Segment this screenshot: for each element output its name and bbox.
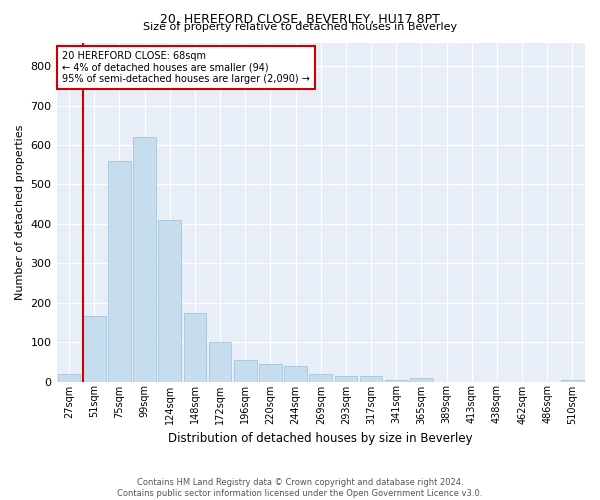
Bar xyxy=(335,376,357,382)
Y-axis label: Number of detached properties: Number of detached properties xyxy=(15,124,25,300)
Bar xyxy=(108,161,131,382)
Bar xyxy=(259,364,282,382)
Bar xyxy=(209,342,232,382)
Bar xyxy=(284,366,307,382)
Bar xyxy=(561,380,584,382)
Bar xyxy=(133,137,156,382)
Bar xyxy=(310,374,332,382)
Bar xyxy=(158,220,181,382)
Text: 20, HEREFORD CLOSE, BEVERLEY, HU17 8PT: 20, HEREFORD CLOSE, BEVERLEY, HU17 8PT xyxy=(160,12,440,26)
Bar xyxy=(58,374,80,382)
Text: 20 HEREFORD CLOSE: 68sqm
← 4% of detached houses are smaller (94)
95% of semi-de: 20 HEREFORD CLOSE: 68sqm ← 4% of detache… xyxy=(62,51,310,84)
Bar xyxy=(234,360,257,382)
Bar xyxy=(385,380,407,382)
Text: Contains HM Land Registry data © Crown copyright and database right 2024.
Contai: Contains HM Land Registry data © Crown c… xyxy=(118,478,482,498)
Bar xyxy=(410,378,433,382)
Bar xyxy=(83,316,106,382)
Bar xyxy=(184,312,206,382)
Text: Size of property relative to detached houses in Beverley: Size of property relative to detached ho… xyxy=(143,22,457,32)
X-axis label: Distribution of detached houses by size in Beverley: Distribution of detached houses by size … xyxy=(169,432,473,445)
Bar xyxy=(360,376,382,382)
